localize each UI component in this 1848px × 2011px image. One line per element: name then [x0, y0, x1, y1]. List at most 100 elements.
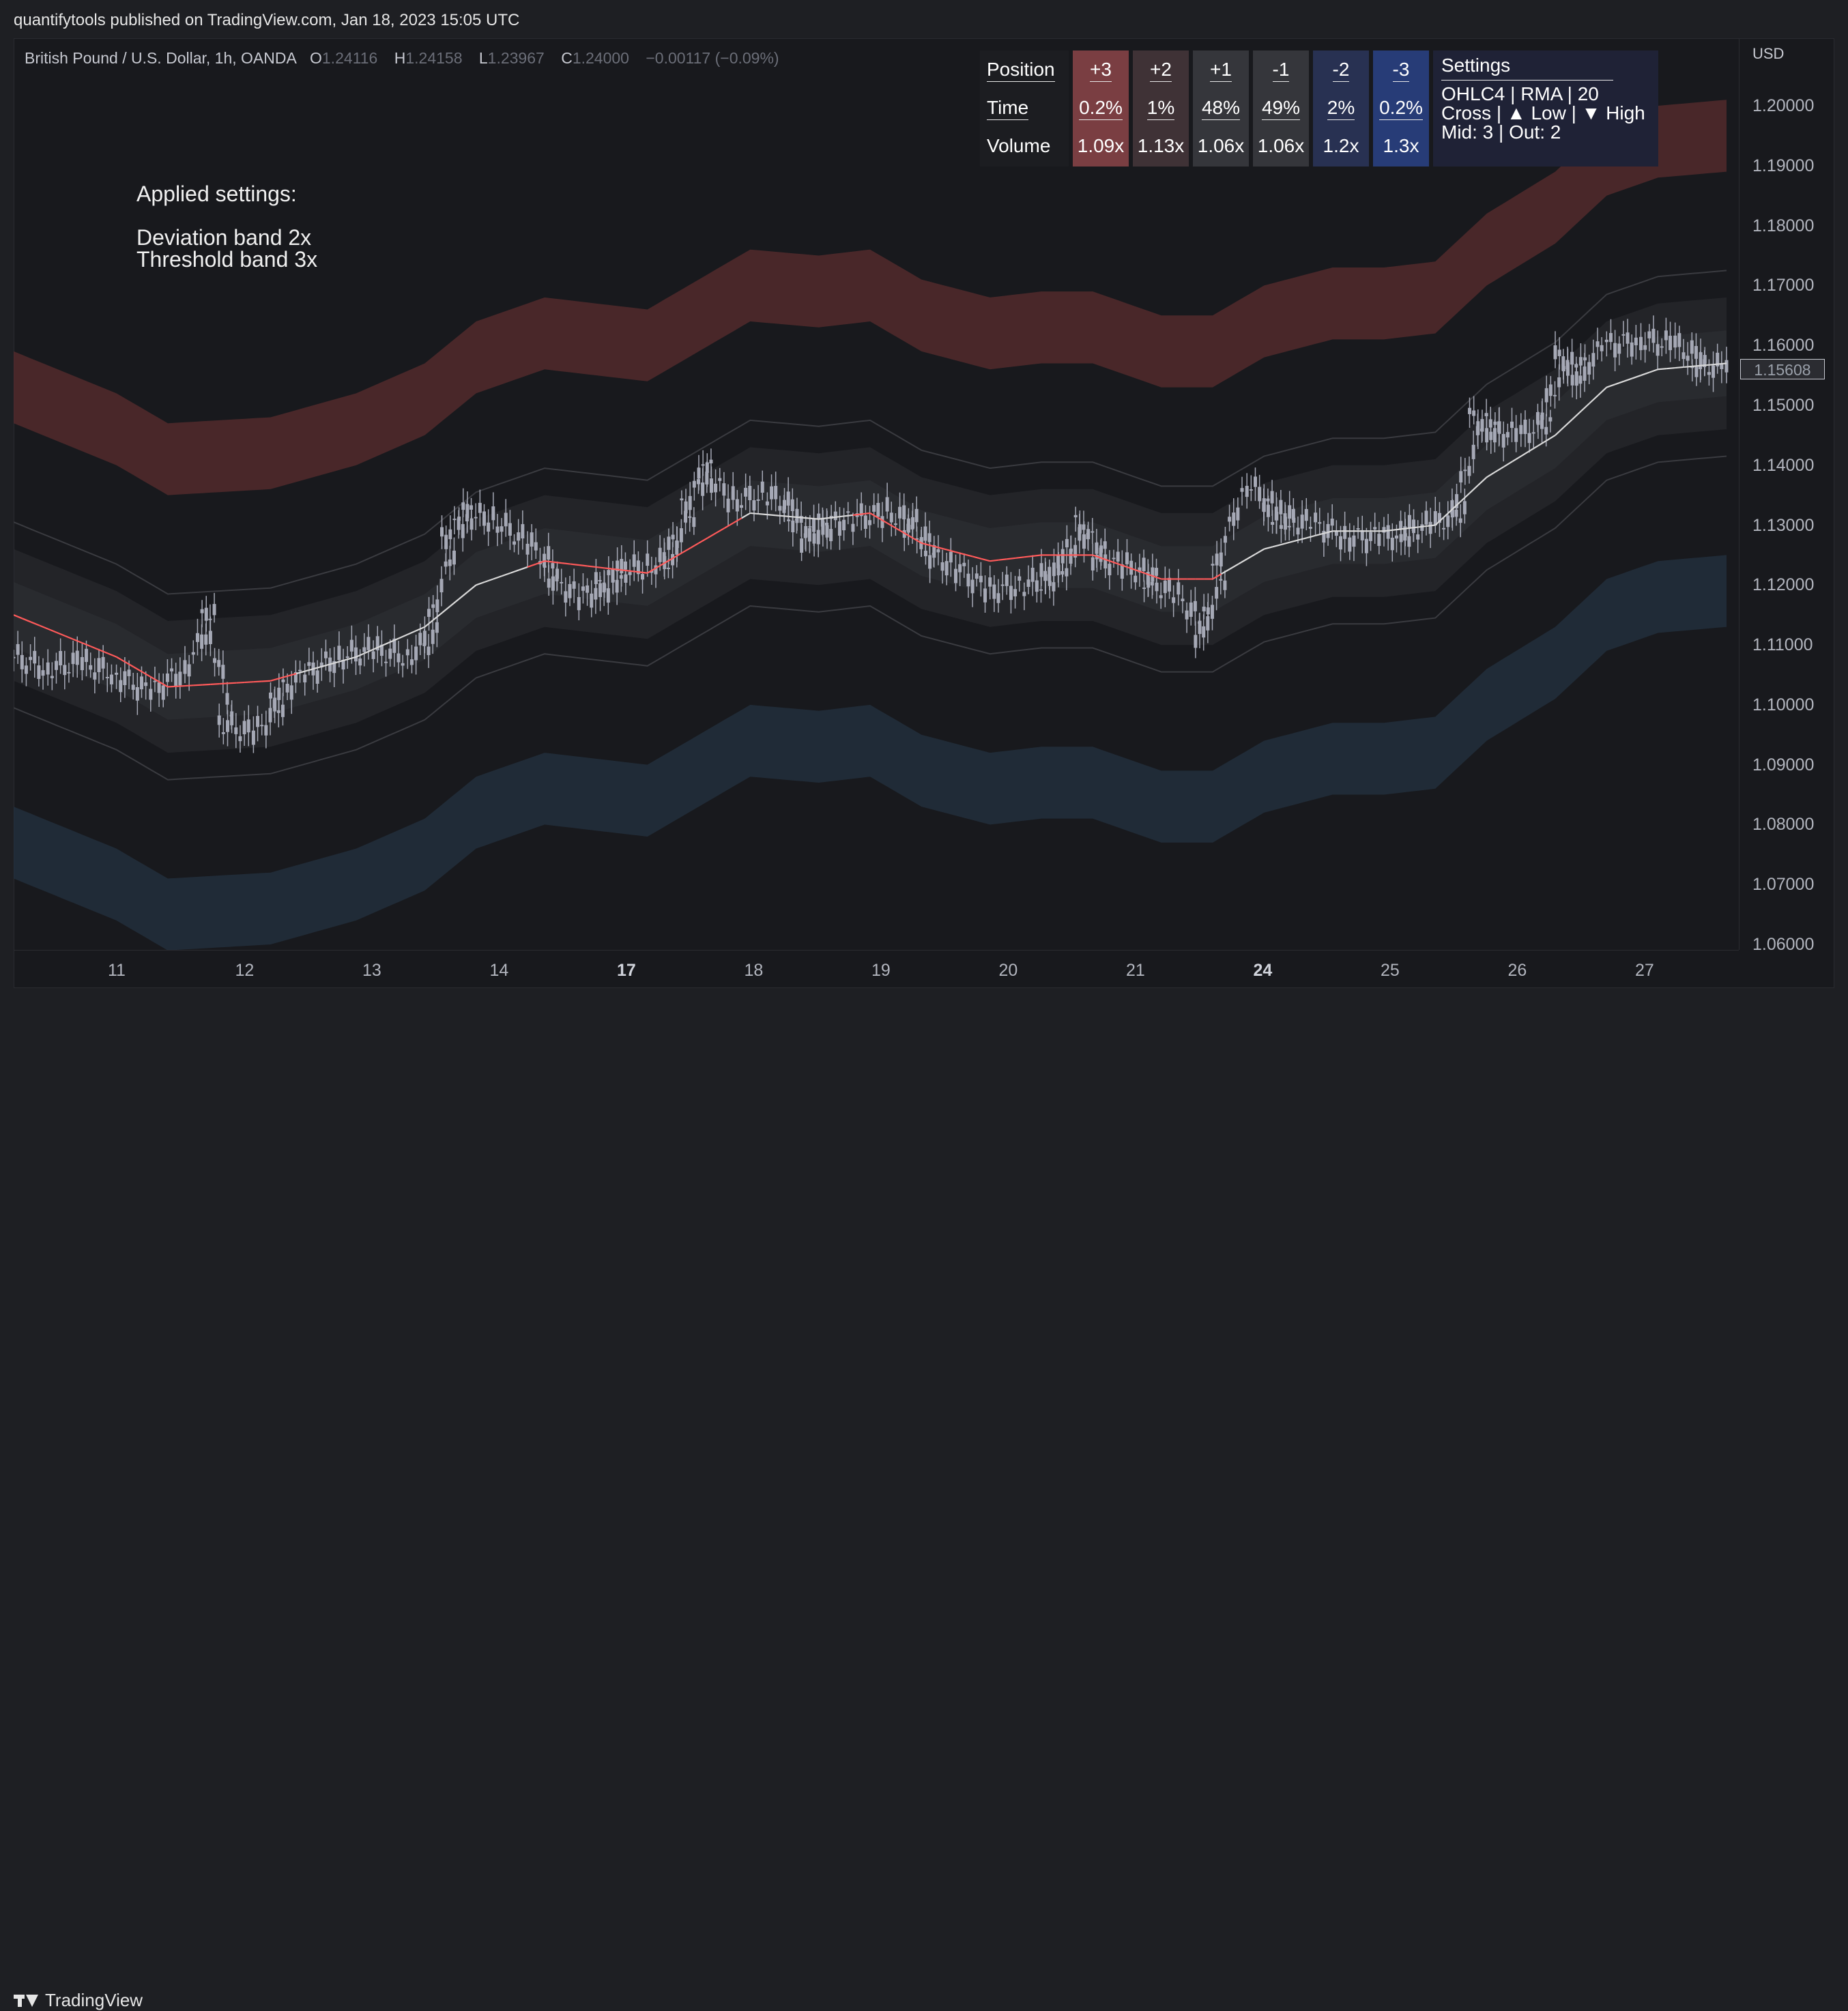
candle-body	[821, 521, 825, 535]
candle-body	[701, 482, 705, 496]
mid-line-segment	[1632, 374, 1641, 379]
time-cell: 1%	[1146, 89, 1175, 127]
mid-line-segment	[1220, 568, 1230, 575]
candle-body	[221, 665, 225, 679]
candle-body	[525, 543, 530, 555]
mid-line-segment	[373, 645, 383, 650]
candle-body	[1471, 444, 1475, 459]
candle-body	[770, 486, 774, 500]
candle-body	[470, 505, 474, 510]
candle-body	[298, 669, 302, 671]
candle-body	[1428, 521, 1432, 534]
candle-body	[611, 580, 615, 582]
candle-body	[149, 689, 153, 700]
price-tick-label: 1.17000	[1752, 276, 1815, 295]
mid-line-segment	[1572, 410, 1582, 420]
price-tick-label: 1.11000	[1752, 635, 1813, 655]
candle-body	[906, 518, 910, 533]
mid-line-segment	[1495, 465, 1505, 473]
mid-line-segment	[938, 547, 948, 551]
candle-body	[675, 540, 679, 549]
mid-line-segment	[56, 631, 66, 637]
candle-body	[791, 520, 795, 533]
candle-body	[1236, 507, 1240, 521]
mid-line-segment	[1589, 394, 1599, 404]
candle-body	[1527, 433, 1531, 444]
price-axis[interactable]	[1739, 38, 1834, 950]
volume-cell: 1.09x	[1077, 135, 1125, 156]
candle-body	[396, 653, 401, 663]
candle-body	[54, 661, 58, 670]
candle-body	[1073, 515, 1078, 518]
candle-body	[1565, 362, 1570, 376]
mid-line-segment	[895, 527, 905, 534]
stats-table: Position Time Volume +3 0.2% 1.09x +2 1%…	[980, 50, 1658, 167]
candle-body	[1356, 528, 1360, 530]
mid-line-segment	[1289, 539, 1299, 543]
time-tick-label: 18	[744, 961, 764, 980]
candle-body	[303, 674, 307, 683]
candle-body	[1060, 549, 1065, 564]
candle-body	[474, 517, 478, 519]
candle-body	[1215, 553, 1219, 566]
candle-body	[790, 499, 794, 511]
candle-body	[1078, 524, 1082, 534]
candle-body	[37, 665, 41, 679]
mid-line-segment	[202, 683, 211, 686]
candle-body	[1489, 431, 1493, 440]
candle-body	[1030, 567, 1035, 582]
symbol-name[interactable]: British Pound / U.S. Dollar, 1h, OANDA	[25, 49, 297, 67]
mid-line-segment	[562, 562, 571, 565]
candle-body	[752, 500, 756, 511]
mid-line-segment	[1434, 516, 1445, 526]
candle-body	[1540, 412, 1544, 420]
mid-line-segment	[947, 549, 956, 553]
mid-line-segment	[1315, 532, 1325, 536]
mid-line-segment	[1718, 362, 1727, 365]
candle-body	[1553, 345, 1557, 360]
candle-body	[1142, 588, 1146, 590]
time-tick-label: 21	[1126, 961, 1145, 980]
mid-line-segment	[1477, 476, 1488, 486]
position-cell: +2	[1150, 50, 1172, 89]
candle-body	[251, 730, 255, 745]
candle-body	[427, 609, 431, 617]
candle-body	[1228, 517, 1232, 522]
candle-body	[293, 671, 298, 683]
candle-body	[1013, 589, 1017, 596]
candle-body	[632, 554, 636, 567]
candle-body	[992, 584, 996, 599]
candle-body	[1716, 352, 1720, 366]
mid-line-segment	[278, 675, 288, 680]
position-cell: -2	[1332, 50, 1349, 89]
candle-body	[1120, 564, 1124, 579]
candle-body	[461, 523, 465, 538]
time-tick-label: 26	[1507, 961, 1527, 980]
mid-line-segment	[1229, 563, 1239, 570]
candle-body	[1463, 469, 1467, 472]
price-chart[interactable]	[14, 38, 1739, 950]
mid-line-segment	[758, 512, 768, 516]
candle-body	[842, 519, 846, 531]
candle-body	[1707, 372, 1711, 375]
candle-body	[1647, 331, 1651, 338]
candle-body	[709, 478, 713, 493]
candle-body	[812, 533, 816, 544]
candle-body	[1485, 428, 1489, 443]
tradingview-logo[interactable]: TradingView	[14, 1990, 143, 2011]
candle-body	[29, 656, 33, 661]
chart-plot-area[interactable]	[14, 38, 1739, 950]
upper-deviation-band	[14, 297, 1727, 654]
mid-line-segment	[1701, 364, 1709, 366]
candle-body	[1026, 579, 1030, 588]
candle-body	[1472, 410, 1476, 416]
candle-body	[1480, 419, 1484, 432]
mid-line-segment	[416, 626, 425, 632]
currency-label[interactable]: USD	[1752, 45, 1785, 62]
candle-body	[337, 646, 341, 661]
candle-body	[1262, 498, 1266, 512]
candle-body	[829, 529, 833, 542]
time-axis[interactable]	[14, 950, 1739, 988]
mid-line-segment	[1118, 563, 1127, 568]
candle-body	[273, 697, 277, 712]
